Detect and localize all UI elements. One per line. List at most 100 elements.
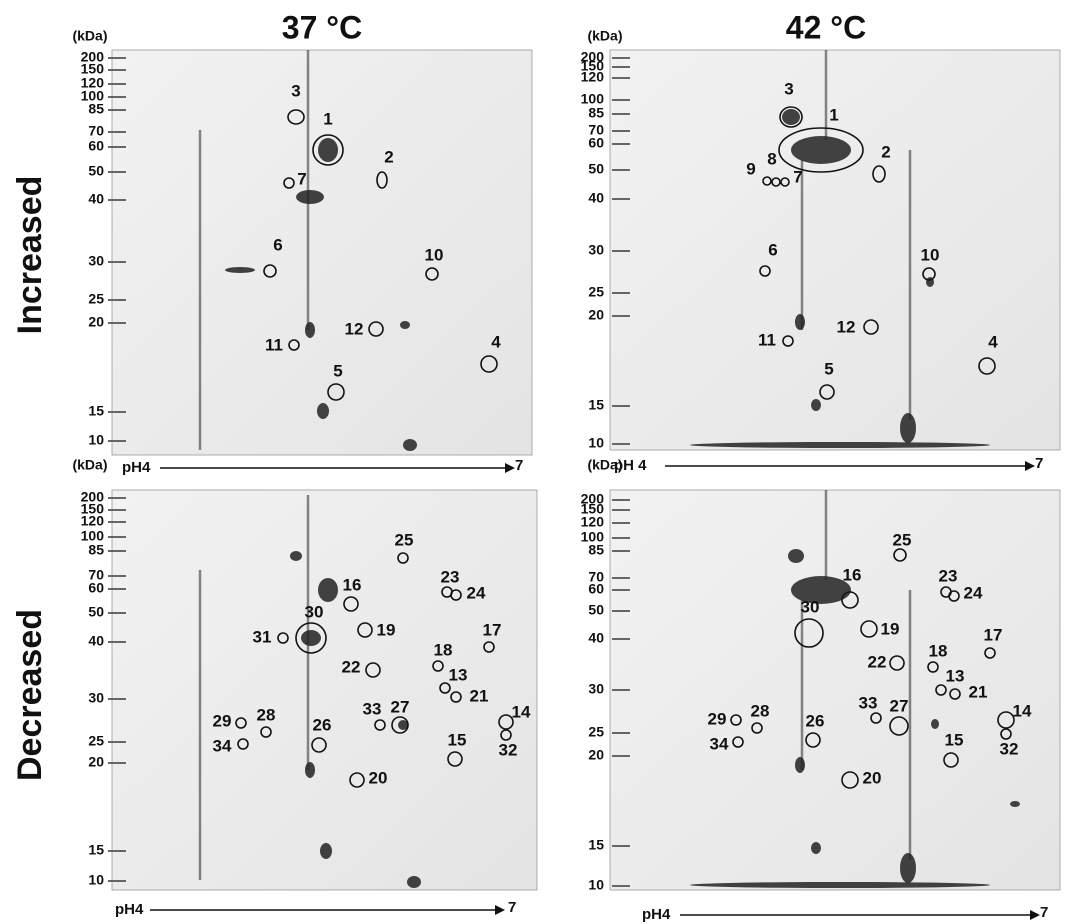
spot-circle xyxy=(450,691,462,703)
spot-label: 27 xyxy=(391,697,410,716)
spot-circle xyxy=(235,717,247,729)
gel-spot xyxy=(690,882,990,888)
ph-end-label: 7 xyxy=(508,899,516,916)
row-label: Increased xyxy=(11,176,49,335)
gel-spot xyxy=(1010,801,1020,807)
mw-tick-label: 60 xyxy=(88,580,104,596)
column-title: 42 °C xyxy=(786,9,866,45)
gel-spot xyxy=(290,551,302,561)
spot-label: 13 xyxy=(946,666,965,685)
mw-tick-label: 40 xyxy=(588,190,604,206)
spot-label: 3 xyxy=(784,79,793,98)
spot-circle xyxy=(374,719,386,731)
spot-circle xyxy=(288,339,300,351)
spot-label: 25 xyxy=(395,530,414,549)
spot-label: 11 xyxy=(265,335,283,354)
gel-spot xyxy=(225,267,255,273)
mw-tick-label: 70 xyxy=(588,569,604,585)
mw-tick-label: 120 xyxy=(81,75,105,91)
gel-spot xyxy=(305,762,315,778)
spot-circle xyxy=(780,177,790,187)
mw-tick-label: 40 xyxy=(88,633,104,649)
spot-circle xyxy=(872,165,886,183)
mw-tick-label: 150 xyxy=(581,501,605,517)
spot-circle xyxy=(779,106,803,128)
spot-circle xyxy=(730,714,742,726)
spot-circle xyxy=(500,729,512,741)
spot-label: 10 xyxy=(425,245,444,264)
spot-circle xyxy=(863,319,879,335)
spot-circle xyxy=(357,622,373,638)
spot-label: 23 xyxy=(441,567,460,586)
mw-tick-label: 15 xyxy=(588,837,604,853)
mw-tick-label: 50 xyxy=(88,604,104,620)
spot-label: 20 xyxy=(369,768,388,787)
spot-circle xyxy=(447,751,463,767)
spot-circle xyxy=(782,335,794,347)
unit-label: (kDa) xyxy=(72,28,107,44)
mw-tick-label: 85 xyxy=(588,105,604,121)
spot-label: 28 xyxy=(257,705,276,724)
mw-tick-label: 100 xyxy=(581,529,605,545)
gel-spot xyxy=(318,578,338,602)
mw-tick-label: 30 xyxy=(88,253,104,269)
spot-circle xyxy=(277,632,289,644)
mw-tick-label: 200 xyxy=(581,49,605,65)
spot-label: 18 xyxy=(929,641,948,660)
spot-circle xyxy=(498,714,514,730)
spot-circle xyxy=(439,682,451,694)
spot-circle xyxy=(819,384,835,400)
spot-label: 33 xyxy=(859,693,878,712)
mw-tick-label: 30 xyxy=(588,681,604,697)
gel-spot xyxy=(782,109,800,125)
spot-label: 24 xyxy=(467,583,486,602)
ph-arrowhead xyxy=(1025,461,1035,471)
spot-label: 23 xyxy=(939,566,958,585)
gel-spot xyxy=(791,136,851,164)
spot-circle xyxy=(349,772,365,788)
spot-label: 5 xyxy=(824,359,833,378)
spot-circle xyxy=(397,552,409,564)
spot-label: 24 xyxy=(964,583,983,602)
spot-label: 11 xyxy=(758,330,776,349)
spot-circle xyxy=(425,267,439,281)
gel-spot xyxy=(403,439,417,451)
gel-spot xyxy=(931,719,939,729)
row-label: Decreased xyxy=(11,609,49,781)
spot-circle xyxy=(949,688,961,700)
mw-tick-label: 60 xyxy=(588,581,604,597)
spot-circle xyxy=(450,589,462,601)
spot-label: 27 xyxy=(890,696,909,715)
spot-label: 33 xyxy=(363,699,382,718)
gel-spot xyxy=(400,321,410,329)
spot-circle xyxy=(483,641,495,653)
spot-label: 12 xyxy=(837,317,856,336)
spot-circle xyxy=(841,591,859,609)
spot-label: 18 xyxy=(434,640,453,659)
spot-circle xyxy=(860,620,878,638)
gel-image xyxy=(609,489,1061,891)
mw-tick-label: 150 xyxy=(81,61,105,77)
mw-tick-label: 100 xyxy=(81,528,105,544)
spot-label: 8 xyxy=(767,149,776,168)
spot-label: 9 xyxy=(746,159,755,178)
spot-label: 10 xyxy=(921,245,940,264)
mw-tick-label: 85 xyxy=(588,542,604,558)
mw-tick-label: 60 xyxy=(88,138,104,154)
gel-spot xyxy=(795,314,805,330)
spot-circle xyxy=(978,357,996,375)
mw-tick-label: 20 xyxy=(588,747,604,763)
spot-circle xyxy=(312,134,344,166)
spot-label: 6 xyxy=(273,235,282,254)
mw-tick-label: 25 xyxy=(88,733,104,749)
spot-label: 5 xyxy=(333,361,342,380)
spot-label: 17 xyxy=(483,620,502,639)
gel-spot xyxy=(788,549,804,563)
spot-circle xyxy=(778,127,864,173)
gel-spot xyxy=(317,403,329,419)
spot-label: 21 xyxy=(470,686,489,705)
spot-label: 30 xyxy=(305,602,324,621)
spot-circle xyxy=(927,661,939,673)
mw-tick-label: 50 xyxy=(588,602,604,618)
spot-circle xyxy=(893,548,907,562)
